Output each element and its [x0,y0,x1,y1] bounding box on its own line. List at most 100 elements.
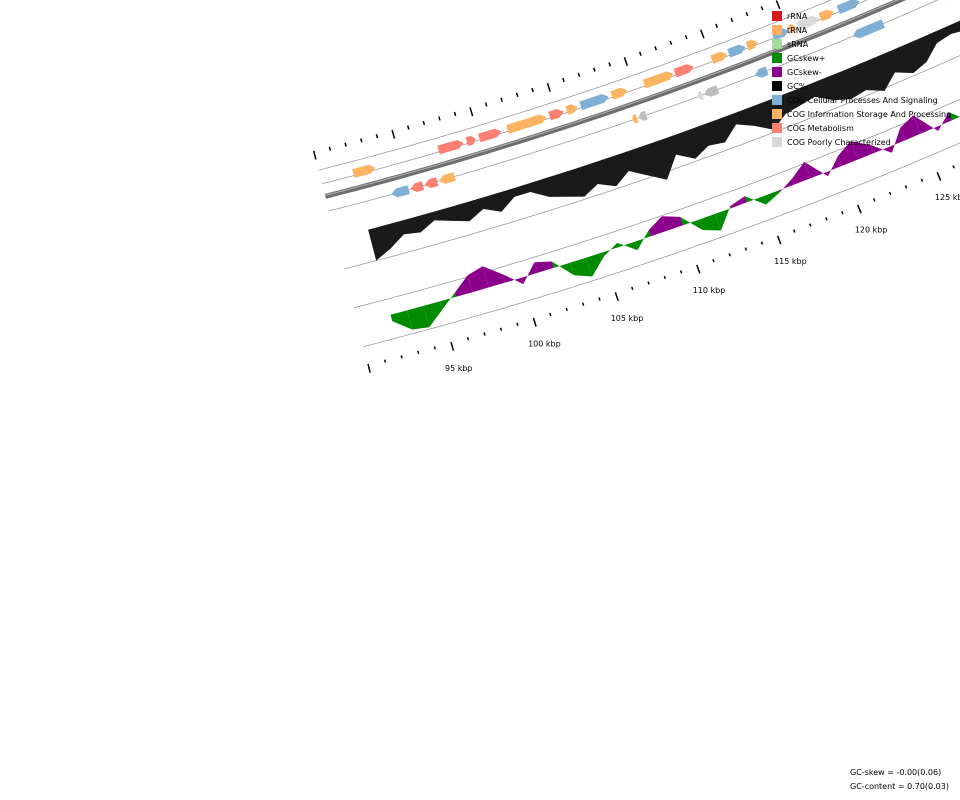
minor-tick [730,17,734,23]
legend-label-gc-percent: GC% [787,81,807,91]
tick-label: 100 kbp [528,340,561,349]
legend-item-trna: tRNA [772,23,951,37]
minor-tick [549,312,552,317]
gene-feature [818,9,834,22]
guide-line [318,0,832,171]
major-tick [614,292,619,302]
tick-label: 105 kbp [611,314,644,323]
minor-tick [453,111,457,117]
gc-skew-negative [467,266,489,293]
legend-item-gc-percent: GC% [772,79,951,93]
legend-label-srna: sRNA [787,39,809,49]
gc-skew-negative [913,115,939,134]
gc-skew-negative [502,274,524,285]
legend-swatch-cog-metabolism [772,123,782,133]
gene-feature [352,164,376,178]
backbone-highlight [324,0,900,196]
major-tick [936,172,942,181]
guide-line [363,142,960,347]
gene-feature [410,181,425,192]
minor-tick [375,133,379,139]
gc-skew-stat: GC-skew = -0.00(0.06) [850,768,942,777]
gc-skew-track [390,112,960,330]
major-tick [469,107,474,117]
gene-feature [703,85,720,97]
gc-skew-negative [534,261,554,273]
gene-feature [478,128,502,143]
tick-label: 110 kbp [693,286,726,295]
gene-feature [710,51,728,64]
minor-tick [638,51,642,56]
gc-skew-negative [648,216,667,237]
major-tick [776,235,782,245]
gc-content-area [368,20,960,261]
major-tick [532,317,537,327]
minor-tick [760,241,764,245]
gene-feature [579,94,609,111]
minor-tick [904,185,908,189]
minor-tick [562,77,565,83]
gc-skew-positive [680,216,703,230]
tick-label: 125 kbp [935,193,960,202]
legend-swatch-gc-percent [772,81,782,91]
gene-feature [438,172,456,184]
legend-swatch-cog-cellular [772,95,782,105]
minor-tick [483,332,486,336]
gc-skew-positive [551,261,575,276]
legend-item-cog-information: COG Information Storage And Processing [772,107,951,121]
gc-skew-positive [586,252,604,277]
minor-tick [565,307,568,312]
gc-skew-positive [602,242,619,257]
gene-feature [437,140,464,155]
feature-track [352,0,949,198]
minor-tick [577,72,581,77]
legend-item-cog-metabolism: COG Metabolism [772,121,951,135]
gc-skew-negative [454,275,473,297]
gc-skew-negative [838,141,858,166]
minor-tick [328,146,332,151]
legend-swatch-gcskew-positive [772,53,782,63]
gene-feature [795,15,819,31]
minor-tick [516,322,519,327]
minor-tick [631,286,634,291]
legend-item-cog-cellular: COG Cellular Processes And Signaling [772,93,951,107]
gc-skew-negative [870,145,892,154]
minor-tick [760,6,764,11]
minor-tick [422,120,426,126]
gc-skew-positive [948,112,960,121]
minor-tick [728,253,731,257]
minor-tick [581,302,585,306]
legend-swatch-rrna [772,11,782,21]
minor-tick [592,67,596,72]
gc-skew-negative [792,161,811,185]
gene-feature [565,104,578,115]
gene-feature [673,64,694,78]
inner-tick-ring [367,165,955,373]
guide-line [343,55,960,270]
gene-feature [548,109,564,121]
minor-tick [500,97,503,102]
gc-skew-positive [570,257,593,277]
minor-tick [684,35,688,40]
legend-label-gcskew-negative: GCskew- [787,67,822,77]
legend-swatch-gcskew-negative [772,67,782,77]
legend-label-rrna: rRNA [787,11,808,21]
minor-tick [873,198,876,202]
legend-label-cog-information: COG Information Storage And Processing [787,109,952,119]
minor-tick [344,142,347,147]
legend-item-cog-poorly-characterized: COG Poorly Characterized [772,135,951,149]
legend-item-gcskew-positive: GCskew+ [772,51,951,65]
summary-stats: GC-skew = -0.00(0.06) GC-content = 0.70(… [850,766,949,794]
gene-feature [754,66,769,78]
legend-label-cog-cellular: COG Cellular Processes And Signaling [787,95,938,105]
minor-tick [663,275,667,280]
major-tick [699,29,705,39]
minor-tick [417,350,420,354]
minor-tick [484,102,488,107]
legend-swatch-trna [772,25,782,35]
minor-tick [888,191,892,196]
gene-feature [638,110,648,121]
gc-skew-negative [889,128,906,153]
guide-line [328,0,939,212]
